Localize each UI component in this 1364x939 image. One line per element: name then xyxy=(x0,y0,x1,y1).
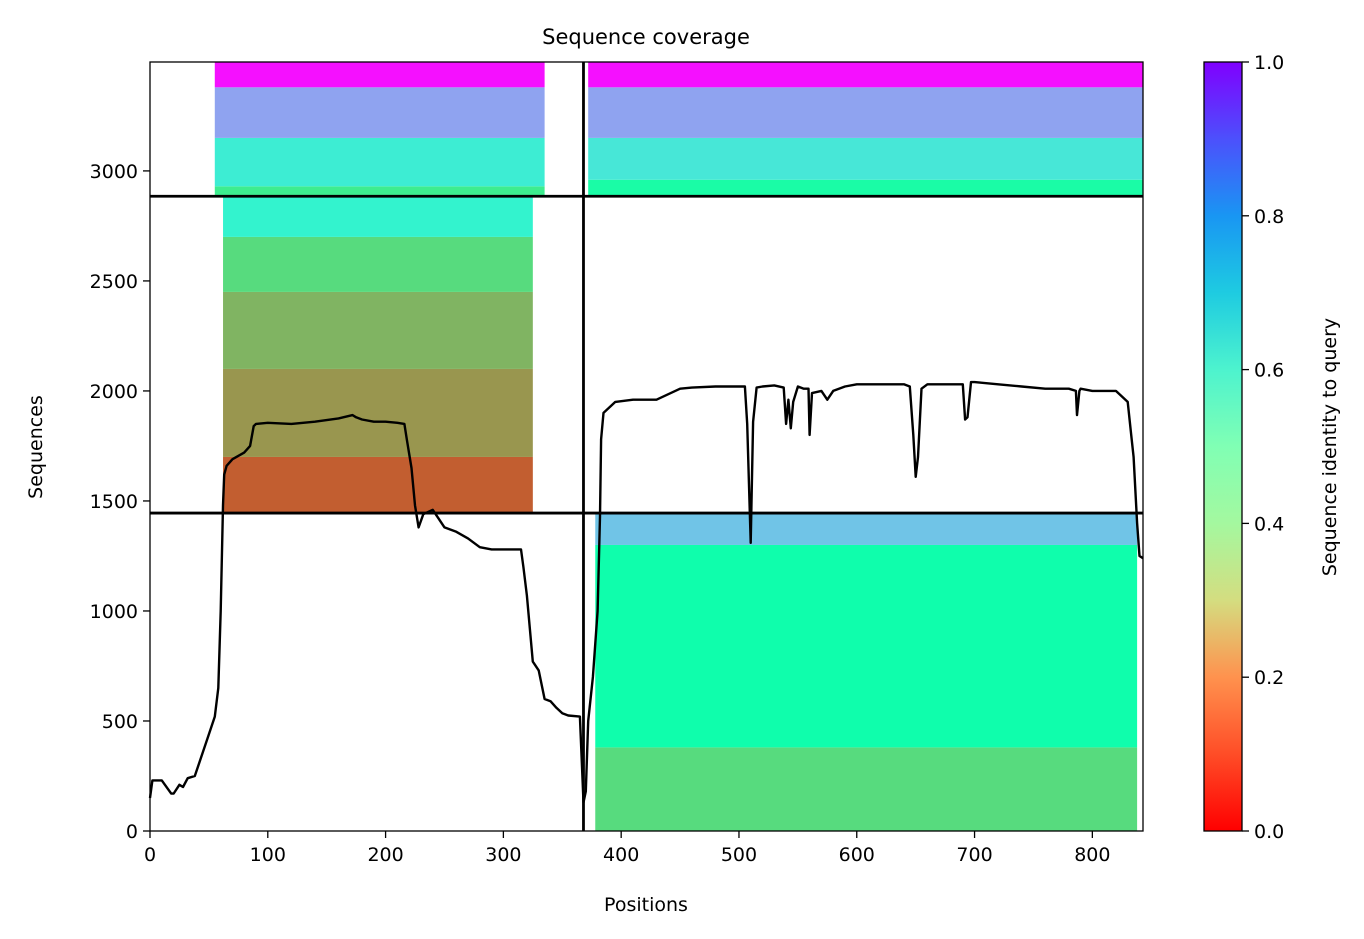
x-tick-label: 600 xyxy=(839,844,875,866)
y-tick-label: 500 xyxy=(102,711,138,733)
y-tick-label: 0 xyxy=(126,821,138,843)
block-a-upper-band-2 xyxy=(214,87,545,138)
x-tick-label: 300 xyxy=(485,844,521,866)
block-a-upper-band-3 xyxy=(214,62,545,88)
block-b-lower-band-1 xyxy=(595,544,1138,748)
y-tick-label: 2000 xyxy=(90,381,138,403)
colorbar-tick-label: 0.6 xyxy=(1254,360,1284,382)
block-b-lower-band-0 xyxy=(595,747,1138,831)
block-a-upper-band-1 xyxy=(214,137,545,187)
x-tick-label: 200 xyxy=(367,844,403,866)
y-tick-label: 2500 xyxy=(90,271,138,293)
block-a-middle-band-1 xyxy=(223,368,533,457)
x-tick-label: 100 xyxy=(250,844,286,866)
colorbar-tick-label: 0.8 xyxy=(1254,206,1284,228)
x-tick-label: 500 xyxy=(721,844,757,866)
colorbar-tick-label: 1.0 xyxy=(1254,52,1284,74)
x-tick-label: 700 xyxy=(956,844,992,866)
coverage-heatmap xyxy=(214,62,1143,831)
block-a-middle-band-3 xyxy=(223,236,533,292)
block-b-upper-band-0 xyxy=(588,179,1143,197)
colorbar xyxy=(1203,61,1243,832)
x-tick-label: 400 xyxy=(603,844,639,866)
colorbar-label: Sequence identity to query xyxy=(1319,318,1341,576)
block-b-upper-band-3 xyxy=(588,62,1143,88)
colorbar-tick-label: 0.0 xyxy=(1254,821,1284,843)
y-axis-ticks: 0 500 1000 1500 2000 2500 3000 xyxy=(90,161,150,843)
block-a-middle-band-2 xyxy=(223,291,533,369)
colorbar-ticks: 0.0 0.2 0.4 0.6 0.8 1.0 xyxy=(1242,52,1284,843)
chart-title: Sequence coverage xyxy=(542,25,750,49)
colorbar-tick-label: 0.4 xyxy=(1254,513,1284,535)
plot-frame xyxy=(149,61,1144,832)
block-b-upper-band-1 xyxy=(588,137,1143,180)
y-tick-label: 3000 xyxy=(90,161,138,183)
x-tick-label: 0 xyxy=(144,844,156,866)
block-b-upper-band-2 xyxy=(588,87,1143,138)
x-tick-label: 800 xyxy=(1074,844,1110,866)
coverage-line xyxy=(148,380,1144,804)
block-a-middle-band-0 xyxy=(223,456,533,514)
colorbar-tick-label: 0.2 xyxy=(1254,667,1284,689)
y-axis-label: Sequences xyxy=(25,395,47,499)
x-axis-label: Positions xyxy=(604,894,688,916)
y-tick-label: 1500 xyxy=(90,491,138,513)
y-tick-label: 1000 xyxy=(90,601,138,623)
x-axis-ticks: 0 100 200 300 400 500 600 700 800 xyxy=(144,831,1110,866)
domain-dividers xyxy=(150,62,1143,831)
block-b-lower-band-2 xyxy=(595,513,1138,545)
block-a-upper-band-0 xyxy=(214,186,545,197)
block-a-middle-band-4 xyxy=(223,196,533,237)
